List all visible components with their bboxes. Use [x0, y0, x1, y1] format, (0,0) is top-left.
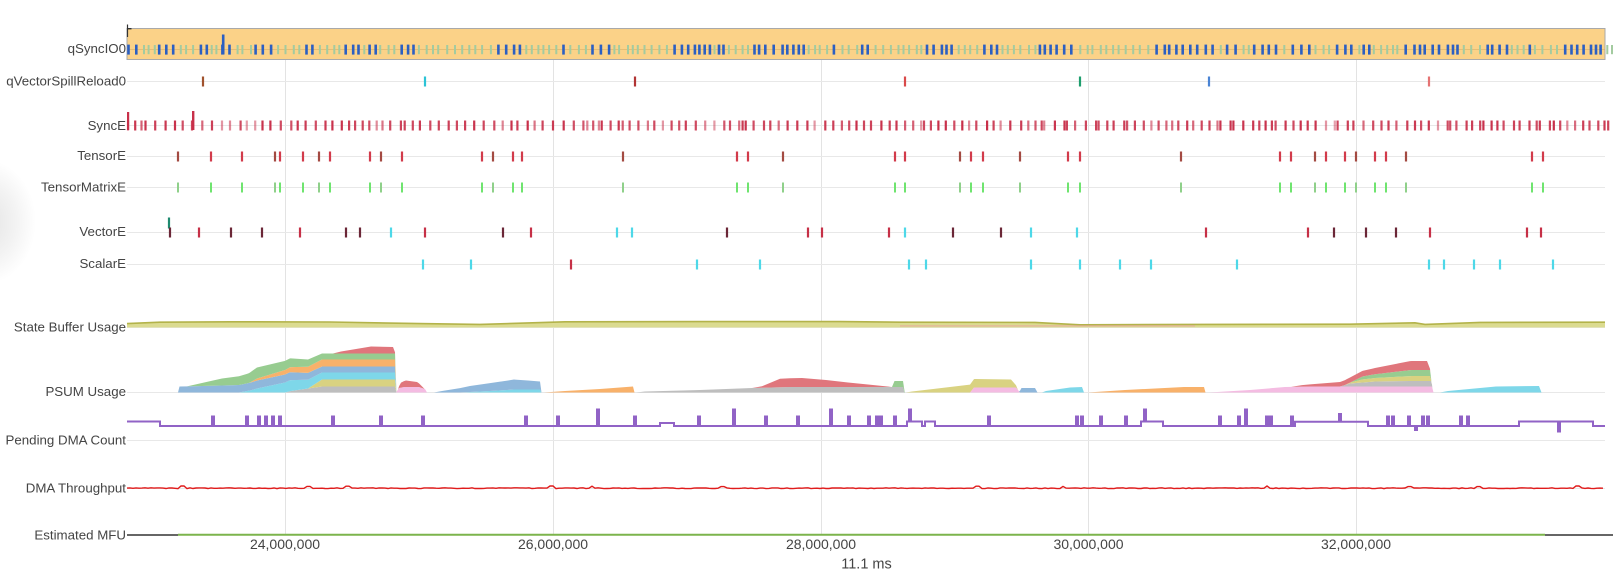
svg-text:11.1 ms: 11.1 ms — [841, 557, 892, 573]
svg-text:28,000,000: 28,000,000 — [786, 536, 856, 552]
svg-text:24,000,000: 24,000,000 — [250, 536, 320, 552]
svg-text:TensorE: TensorE — [77, 148, 126, 163]
svg-text:26,000,000: 26,000,000 — [518, 536, 588, 552]
svg-text:State Buffer Usage: State Buffer Usage — [14, 320, 126, 335]
svg-text:VectorE: VectorE — [79, 224, 126, 239]
svg-text:qSyncIO0: qSyncIO0 — [68, 41, 126, 56]
svg-text:Estimated MFU: Estimated MFU — [34, 528, 126, 543]
svg-text:DMA Throughput: DMA Throughput — [26, 481, 127, 496]
svg-text:Pending DMA Count: Pending DMA Count — [6, 433, 127, 448]
svg-text:32,000,000: 32,000,000 — [1321, 536, 1391, 552]
svg-text:qVectorSpillReload0: qVectorSpillReload0 — [6, 74, 126, 89]
svg-text:30,000,000: 30,000,000 — [1053, 536, 1123, 552]
svg-text:TensorMatrixE: TensorMatrixE — [41, 180, 126, 195]
svg-text:SyncE: SyncE — [88, 118, 127, 133]
svg-text:ScalarE: ScalarE — [79, 256, 126, 271]
svg-text:PSUM Usage: PSUM Usage — [45, 384, 126, 399]
